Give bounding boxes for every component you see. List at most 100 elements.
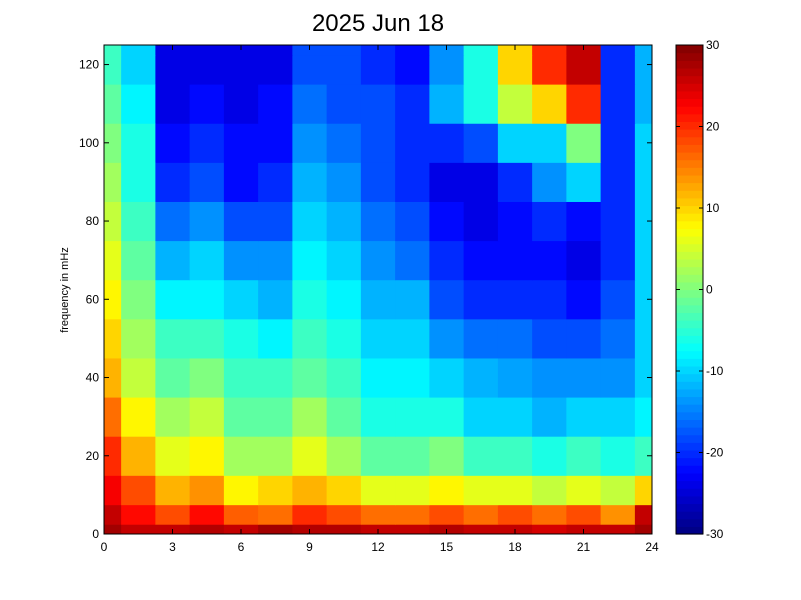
heatmap-cell — [463, 201, 499, 242]
heatmap-cell — [497, 357, 533, 398]
heatmap-cell — [395, 123, 430, 163]
heatmap-cell — [395, 240, 430, 281]
colorbar-swatch — [676, 449, 703, 459]
heatmap-cell — [395, 436, 430, 476]
colorbar-swatch — [676, 381, 703, 390]
heatmap-cell — [463, 524, 499, 535]
colorbar-tick-label: 10 — [706, 201, 720, 215]
heatmap-cell — [292, 240, 328, 281]
heatmap-cell — [532, 84, 567, 124]
heatmap-cell — [258, 436, 293, 476]
heatmap-cell — [463, 162, 499, 202]
heatmap-cell — [104, 397, 122, 437]
heatmap-cell — [189, 54, 225, 85]
heatmap-cell — [360, 84, 396, 124]
heatmap-cell — [258, 123, 293, 163]
heatmap-cell — [532, 162, 567, 202]
heatmap-cell — [600, 318, 636, 359]
heatmap-cell — [429, 162, 465, 202]
heatmap-cell — [104, 524, 122, 535]
heatmap-cell — [532, 436, 567, 476]
heatmap-cell — [395, 201, 430, 242]
colorbar-swatch — [676, 365, 703, 375]
heatmap-cell — [497, 84, 533, 124]
heatmap-cell — [292, 84, 328, 124]
heatmap-cell — [429, 123, 465, 163]
heatmap-cell — [634, 475, 653, 506]
colorbar-swatch — [676, 251, 703, 260]
heatmap-cell — [121, 357, 156, 398]
heatmap-plot — [104, 45, 653, 535]
heatmap-cell — [497, 45, 533, 56]
heatmap-cell — [634, 524, 653, 535]
heatmap-cell — [566, 318, 602, 359]
heatmap-cell — [104, 279, 122, 320]
heatmap-cell — [600, 475, 636, 506]
heatmap-cell — [155, 240, 191, 281]
heatmap-cell — [429, 240, 465, 281]
heatmap-cell — [189, 162, 225, 202]
heatmap-cell — [497, 162, 533, 202]
heatmap-cell — [189, 45, 225, 56]
colorbar-tick-label: -30 — [706, 527, 724, 541]
heatmap-cell — [566, 397, 602, 437]
heatmap-cell — [189, 279, 225, 320]
colorbar-tick-label: 20 — [706, 120, 720, 134]
heatmap-cell — [429, 397, 465, 437]
heatmap-cell — [155, 436, 191, 476]
heatmap-cell — [223, 475, 259, 506]
heatmap-cell — [189, 524, 225, 535]
heatmap-cell — [634, 318, 653, 359]
heatmap-cell — [292, 162, 328, 202]
heatmap-cell — [121, 123, 156, 163]
colorbar-swatch — [676, 236, 703, 245]
heatmap-cell — [104, 240, 122, 281]
heatmap-cell — [258, 45, 293, 56]
heatmap-cell — [104, 504, 122, 525]
heatmap-cell — [395, 45, 430, 56]
colorbar-swatch — [676, 312, 703, 321]
heatmap-cell — [532, 45, 567, 56]
colorbar-tick-label: -20 — [706, 446, 724, 460]
heatmap-cell — [223, 357, 259, 398]
heatmap-cell — [360, 475, 396, 506]
heatmap-cell — [258, 318, 293, 359]
x-tick-label: 15 — [440, 540, 454, 554]
heatmap-cell — [292, 504, 328, 525]
heatmap-cell — [104, 84, 122, 124]
heatmap-cell — [463, 123, 499, 163]
heatmap-cell — [121, 162, 156, 202]
heatmap-cell — [189, 357, 225, 398]
heatmap-cell — [600, 357, 636, 398]
heatmap-cell — [326, 54, 362, 85]
heatmap-cell — [429, 54, 465, 85]
colorbar-axis: -30 -20 -10 0 10 20 30 — [676, 38, 724, 541]
heatmap-cell — [121, 397, 156, 437]
heatmap-cell — [395, 162, 430, 202]
heatmap-cell — [634, 436, 653, 476]
heatmap-cell — [258, 240, 293, 281]
heatmap-cell — [429, 84, 465, 124]
heatmap-cell — [258, 84, 293, 124]
heatmap-cell — [189, 240, 225, 281]
heatmap-cell — [121, 84, 156, 124]
heatmap-cell — [600, 54, 636, 85]
heatmap-cell — [326, 357, 362, 398]
colorbar-swatch — [676, 197, 703, 207]
heatmap-cell — [497, 504, 533, 525]
colorbar-swatch — [676, 472, 703, 482]
heatmap-cell — [532, 524, 567, 535]
heatmap-cell — [104, 318, 122, 359]
heatmap-cell — [360, 357, 396, 398]
colorbar-swatch — [676, 243, 703, 252]
heatmap-cell — [497, 54, 533, 85]
colorbar-swatch — [676, 67, 703, 77]
heatmap-cell — [566, 54, 602, 85]
colorbar-swatch — [676, 190, 703, 199]
heatmap-cell — [121, 504, 156, 525]
y-tick-label: 0 — [92, 527, 99, 541]
heatmap-cell — [566, 162, 602, 202]
colorbar-swatch — [676, 144, 703, 153]
colorbar-swatch — [676, 518, 703, 527]
heatmap-cell — [497, 475, 533, 506]
